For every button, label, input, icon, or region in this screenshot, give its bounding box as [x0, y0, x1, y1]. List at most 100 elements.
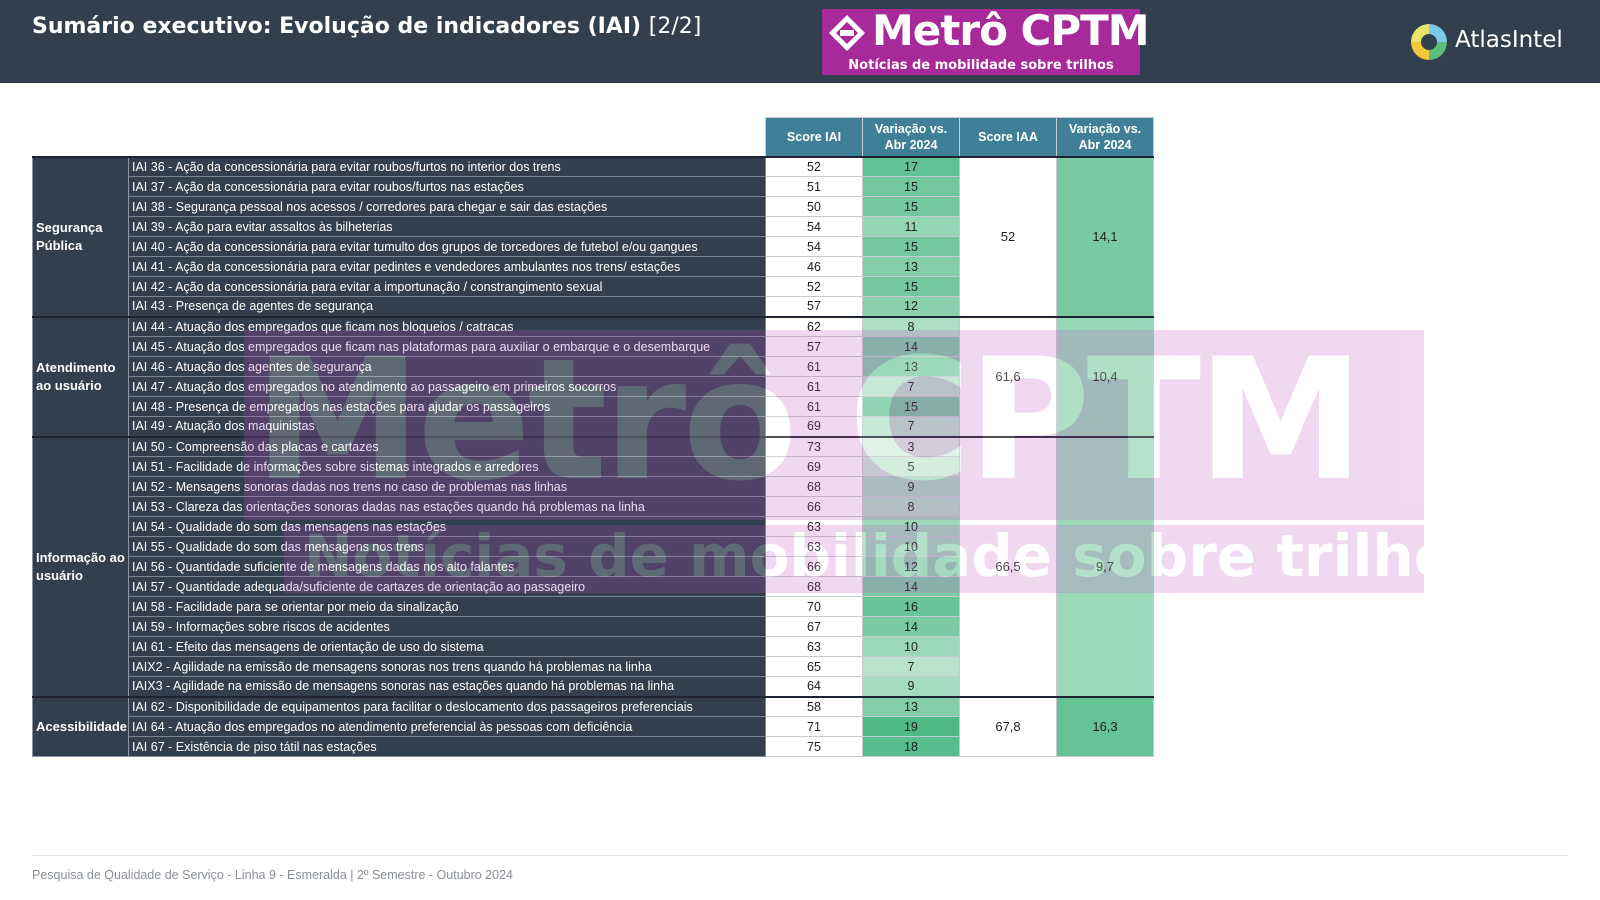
indicator-label: IAI 52 - Mensagens sonoras dadas nos tre… — [128, 476, 766, 497]
indicator-label: IAI 62 - Disponibilidade de equipamentos… — [128, 695, 766, 717]
score-iai-value: 69 — [765, 456, 863, 477]
score-iaa-value: 66,5 — [959, 435, 1057, 697]
footer-text: Pesquisa de Qualidade de Serviço - Linha… — [32, 868, 513, 882]
header-variation-iaa: Variação vs. Abr 2024 — [1056, 117, 1154, 157]
table-row: IAI 41 - Ação da concessionária para evi… — [33, 256, 1154, 277]
indicator-label: IAI 56 - Quantidade suficiente de mensag… — [128, 556, 766, 577]
indicator-label: IAI 36 - Ação da concessionária para evi… — [128, 155, 766, 177]
indicator-label: IAI 51 - Facilidade de informações sobre… — [128, 456, 766, 477]
score-iai-value: 73 — [765, 435, 863, 457]
indicator-label: IAI 47 - Atuação dos empregados no atend… — [128, 376, 766, 397]
table-row: IAIX3 - Agilidade na emissão de mensagen… — [33, 676, 1154, 697]
variation-iaa-value: 10,4 — [1056, 315, 1154, 437]
score-iai-value: 54 — [765, 216, 863, 237]
indicator-label: IAI 48 - Presença de empregados nas esta… — [128, 396, 766, 417]
variation-iai-value: 7 — [862, 376, 960, 397]
score-iai-value: 71 — [765, 716, 863, 737]
variation-iai-value: 10 — [862, 536, 960, 557]
score-iai-value: 61 — [765, 356, 863, 377]
variation-iai-value: 14 — [862, 616, 960, 637]
score-iaa-value: 67,8 — [959, 695, 1057, 757]
score-iai-value: 50 — [765, 196, 863, 217]
score-iai-value: 63 — [765, 536, 863, 557]
variation-iai-value: 7 — [862, 656, 960, 677]
score-iai-value: 68 — [765, 476, 863, 497]
variation-iaa-value: 14,1 — [1056, 155, 1154, 317]
header-bar: Sumário executivo: Evolução de indicador… — [0, 0, 1600, 83]
indicator-label: IAI 43 - Presença de agentes de seguranç… — [128, 296, 766, 317]
atlasintel-logo-icon — [1411, 24, 1447, 60]
page-title: Sumário executivo: Evolução de indicador… — [32, 14, 701, 39]
score-iai-value: 46 — [765, 256, 863, 277]
score-iai-value: 61 — [765, 396, 863, 417]
indicator-label: IAI 59 - Informações sobre riscos de aci… — [128, 616, 766, 637]
indicator-label: IAI 37 - Ação da concessionária para evi… — [128, 176, 766, 197]
table-row: IAI 47 - Atuação dos empregados no atend… — [33, 376, 1154, 397]
table-row: IAI 48 - Presença de empregados nas esta… — [33, 396, 1154, 417]
table-row: IAI 39 - Ação para evitar assaltos às bi… — [33, 216, 1154, 237]
indicator-label: IAIX2 - Agilidade na emissão de mensagen… — [128, 656, 766, 677]
indicator-label: IAI 42 - Ação da concessionária para evi… — [128, 276, 766, 297]
variation-iai-value: 9 — [862, 676, 960, 697]
variation-iai-value: 17 — [862, 155, 960, 177]
table-row: IAI 54 - Qualidade do som das mensagens … — [33, 516, 1154, 537]
variation-iai-value: 19 — [862, 716, 960, 737]
header-blank — [32, 117, 129, 157]
indicator-label: IAI 39 - Ação para evitar assaltos às bi… — [128, 216, 766, 237]
indicator-label: IAI 53 - Clareza das orientações sonoras… — [128, 496, 766, 517]
indicator-label: IAI 40 - Ação da concessionária para evi… — [128, 236, 766, 257]
variation-iaa-value: 9,7 — [1056, 435, 1154, 697]
category-label: Acessibilidade — [32, 695, 129, 757]
score-iai-value: 66 — [765, 556, 863, 577]
variation-iai-value: 15 — [862, 196, 960, 217]
table-row: IAI 42 - Ação da concessionária para evi… — [33, 276, 1154, 297]
logo-tagline: Notícias de mobilidade sobre trilhos — [848, 58, 1114, 73]
variation-iai-value: 14 — [862, 336, 960, 357]
table-row: IAI 52 - Mensagens sonoras dadas nos tre… — [33, 476, 1154, 497]
table-row: IAI 40 - Ação da concessionária para evi… — [33, 236, 1154, 257]
variation-iai-value: 16 — [862, 596, 960, 617]
indicator-label: IAI 67 - Existência de piso tátil nas es… — [128, 736, 766, 757]
atlasintel-brand-name: AtlasIntel — [1455, 27, 1563, 53]
header-blank — [128, 117, 766, 157]
score-iai-value: 66 — [765, 496, 863, 517]
indicator-label: IAI 54 - Qualidade do som das mensagens … — [128, 516, 766, 537]
indicator-label: IAI 57 - Quantidade adequada/suficiente … — [128, 576, 766, 597]
table-row: IAI 67 - Existência de piso tátil nas es… — [33, 736, 1154, 757]
indicator-label: IAI 50 - Compreensão das placas e cartaz… — [128, 435, 766, 457]
score-iai-value: 57 — [765, 296, 863, 317]
variation-iai-value: 14 — [862, 576, 960, 597]
indicator-label: IAI 61 - Efeito das mensagens de orienta… — [128, 636, 766, 657]
score-iai-value: 63 — [765, 636, 863, 657]
indicator-label: IAI 49 - Atuação dos maquinistas — [128, 416, 766, 437]
variation-iai-value: 15 — [862, 236, 960, 257]
table-row: IAI 55 - Qualidade do som das mensagens … — [33, 536, 1154, 557]
table-row: IAI 58 - Facilidade para se orientar por… — [33, 596, 1154, 617]
score-iai-value: 54 — [765, 236, 863, 257]
score-iai-value: 62 — [765, 315, 863, 337]
page-title-suffix: [2/2] — [648, 14, 702, 39]
indicator-label: IAI 41 - Ação da concessionária para evi… — [128, 256, 766, 277]
score-iai-value: 65 — [765, 656, 863, 677]
table-row: IAI 57 - Quantidade adequada/suficiente … — [33, 576, 1154, 597]
score-iai-value: 67 — [765, 616, 863, 637]
indicator-label: IAIX3 - Agilidade na emissão de mensagen… — [128, 676, 766, 697]
indicator-label: IAI 58 - Facilidade para se orientar por… — [128, 596, 766, 617]
category-label: Segurança Pública — [32, 155, 129, 317]
footer-divider — [32, 855, 1568, 856]
score-iai-value: 75 — [765, 736, 863, 757]
table-row: IAI 37 - Ação da concessionária para evi… — [33, 176, 1154, 197]
category-label: Atendimento ao usuário — [32, 315, 129, 437]
variation-iai-value: 3 — [862, 435, 960, 457]
indicator-table: Score IAI Variação vs. Abr 2024 Score IA… — [32, 117, 1154, 757]
score-iai-value: 61 — [765, 376, 863, 397]
train-logo-icon — [829, 15, 865, 51]
variation-iai-value: 8 — [862, 315, 960, 337]
variation-iai-value: 15 — [862, 176, 960, 197]
header-score-iai: Score IAI — [765, 117, 863, 157]
category-label: Informação ao usuário — [32, 435, 129, 697]
score-iai-value: 58 — [765, 695, 863, 717]
variation-iai-value: 12 — [862, 556, 960, 577]
page-title-main: Sumário executivo: Evolução de indicador… — [32, 14, 642, 39]
score-iai-value: 52 — [765, 155, 863, 177]
